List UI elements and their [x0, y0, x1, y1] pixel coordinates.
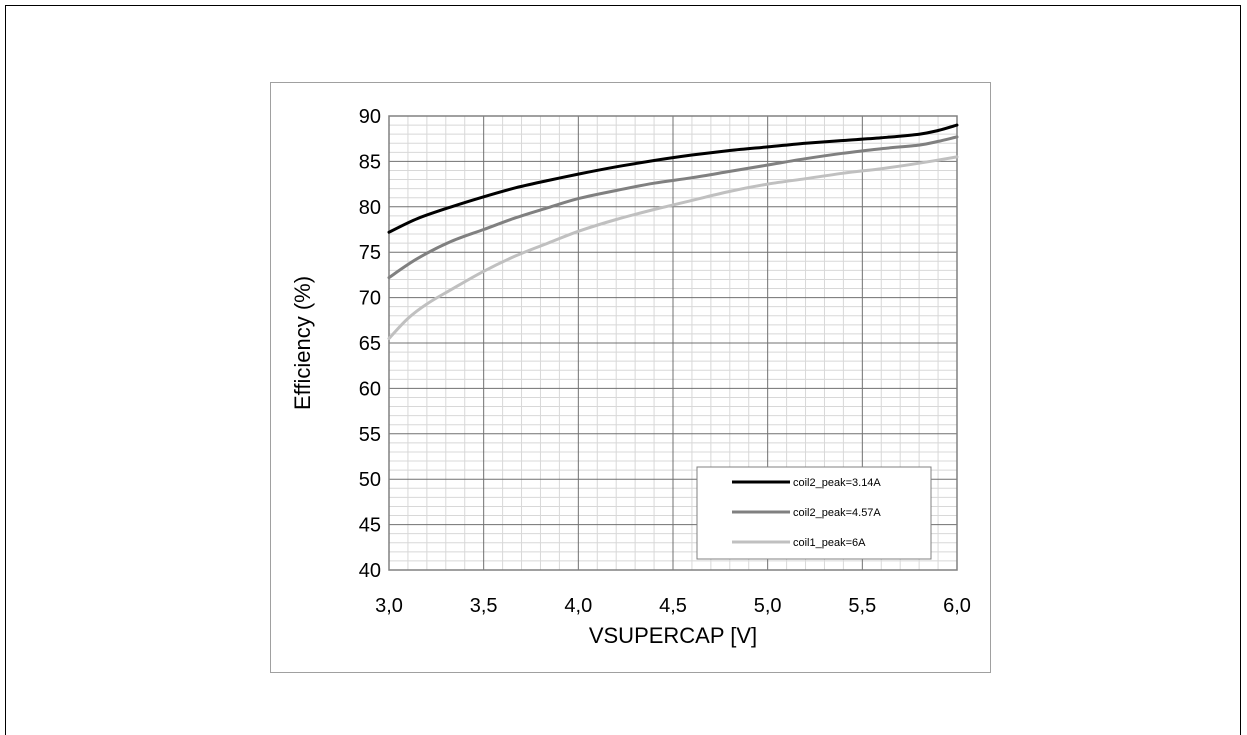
series-line-1: [387, 123, 959, 234]
y-tick-label: 60: [359, 378, 381, 400]
y-tick-label: 85: [359, 151, 381, 173]
y-tick-label: 90: [359, 106, 381, 128]
y-tick-label: 65: [359, 333, 381, 355]
x-tick-label: 5,0: [754, 595, 782, 617]
x-tick-label: 3,0: [375, 595, 403, 617]
y-tick-label: 45: [359, 515, 381, 537]
y-tick-label: 40: [359, 560, 381, 582]
x-tick-label: 6,0: [943, 595, 971, 617]
x-tick-label: 4,0: [564, 595, 592, 617]
outer-frame: [5, 5, 1241, 735]
y-tick-label: 55: [359, 424, 381, 446]
legend: coil2_peak=3.14A coil2_peak=4.57A coil1_pe…: [696, 466, 932, 560]
x-axis-label: VSUPERCAP [V]: [589, 623, 757, 648]
chart-frame: [270, 82, 991, 673]
x-tick-label: 5,5: [848, 595, 876, 617]
y-tick-label: 75: [359, 242, 381, 264]
y-tick-label: 50: [359, 469, 381, 491]
y-tick-label: 80: [359, 197, 381, 219]
y-tick-label: 70: [359, 288, 381, 310]
legend-label-3: coil1_peak=6A: [793, 537, 866, 549]
legend-label-1: coil2_peak=3.14A: [793, 477, 881, 489]
x-tick-label: 3,5: [470, 595, 498, 617]
y-tick-labels: 40 45 50 55 60 65 70 75 80 85 90: [359, 106, 381, 582]
x-tick-labels: 3,0 3,5 4,0 4,5 5,0 5,5 6,0: [375, 595, 971, 617]
y-axis-label: Efficiency (%): [290, 276, 315, 410]
series-line-3: [387, 155, 959, 340]
series-lines: [387, 123, 959, 340]
series-line-2: [387, 135, 959, 280]
legend-label-2: coil2_peak=4.57A: [793, 507, 881, 519]
x-tick-label: 4,5: [659, 595, 687, 617]
plot-area-border: [388, 115, 958, 571]
